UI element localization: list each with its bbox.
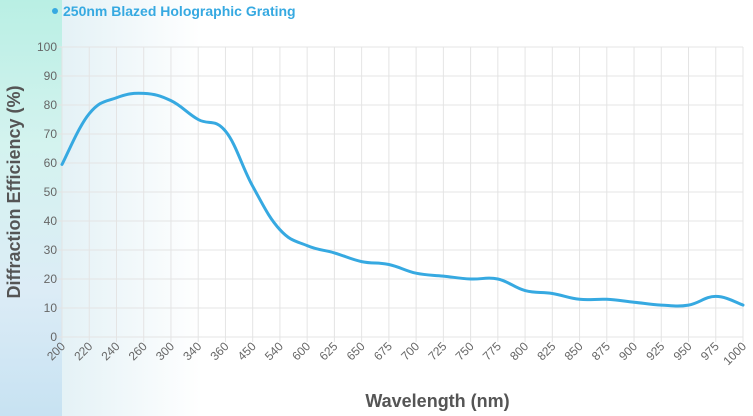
data-point xyxy=(87,112,91,116)
data-point xyxy=(414,271,418,275)
x-tick-label: 240 xyxy=(99,339,123,363)
series-line xyxy=(60,91,745,308)
x-tick-label: 925 xyxy=(643,339,667,363)
data-point xyxy=(223,129,227,133)
data-point xyxy=(169,99,173,103)
x-tick-label: 975 xyxy=(698,339,722,363)
x-axis-title: Wavelength (nm) xyxy=(365,391,509,411)
x-tick-label: 360 xyxy=(207,339,231,363)
data-point xyxy=(605,297,609,301)
data-point xyxy=(741,303,745,307)
x-tick-label: 950 xyxy=(671,339,695,363)
x-tick-label: 875 xyxy=(589,339,613,363)
x-tick-label: 1000 xyxy=(720,339,749,368)
x-tick-label: 700 xyxy=(398,339,422,363)
data-point xyxy=(441,274,445,278)
x-tick-label: 260 xyxy=(126,339,150,363)
data-point xyxy=(578,297,582,301)
y-tick-label: 80 xyxy=(44,98,58,112)
x-tick-label: 850 xyxy=(562,339,586,363)
data-point xyxy=(251,184,255,188)
data-point xyxy=(714,294,718,298)
x-tick-label: 450 xyxy=(235,339,259,363)
background-gradient-strip xyxy=(0,0,62,416)
data-point xyxy=(659,303,663,307)
data-point xyxy=(523,289,527,293)
data-point xyxy=(332,251,336,255)
data-point xyxy=(360,260,364,264)
y-tick-label: 70 xyxy=(44,127,58,141)
x-tick-label: 825 xyxy=(534,339,558,363)
data-point xyxy=(632,300,636,304)
y-tick-label: 40 xyxy=(44,214,58,228)
data-point xyxy=(114,96,118,100)
x-tick-label: 900 xyxy=(616,339,640,363)
x-tick-label: 540 xyxy=(262,339,286,363)
y-tick-label: 10 xyxy=(44,301,58,315)
x-tick-label: 200 xyxy=(44,339,68,363)
y-axis-title: Diffraction Efficiency (%) xyxy=(4,85,24,298)
x-tick-label: 340 xyxy=(180,339,204,363)
y-tick-label: 60 xyxy=(44,156,58,170)
x-tick-label: 750 xyxy=(453,339,477,363)
y-tick-label: 90 xyxy=(44,69,58,83)
data-point xyxy=(305,244,309,248)
data-point xyxy=(196,118,200,122)
y-tick-label: 20 xyxy=(44,272,58,286)
y-tick-label: 50 xyxy=(44,185,58,199)
legend-label: 250nm Blazed Holographic Grating xyxy=(63,3,296,19)
data-point xyxy=(142,91,146,95)
x-tick-label: 625 xyxy=(316,339,340,363)
data-point xyxy=(687,303,691,307)
x-tick-label: 650 xyxy=(344,339,368,363)
data-point xyxy=(60,162,64,166)
x-tick-label: 600 xyxy=(289,339,313,363)
data-point xyxy=(278,228,282,232)
background-fade xyxy=(62,0,202,416)
x-tick-label: 220 xyxy=(71,339,95,363)
legend-marker xyxy=(52,8,58,14)
data-point xyxy=(469,277,473,281)
x-tick-label: 675 xyxy=(371,339,395,363)
x-tick-label: 300 xyxy=(153,339,177,363)
x-tick-label: 775 xyxy=(480,339,504,363)
y-tick-label: 100 xyxy=(37,40,57,54)
data-point xyxy=(550,292,554,296)
chart-legend[interactable]: 250nm Blazed Holographic Grating xyxy=(52,3,296,19)
data-point xyxy=(387,263,391,267)
x-tick-label: 800 xyxy=(507,339,531,363)
data-point xyxy=(496,277,500,281)
y-tick-label: 0 xyxy=(50,330,57,344)
y-tick-label: 30 xyxy=(44,243,58,257)
x-tick-label: 725 xyxy=(425,339,449,363)
